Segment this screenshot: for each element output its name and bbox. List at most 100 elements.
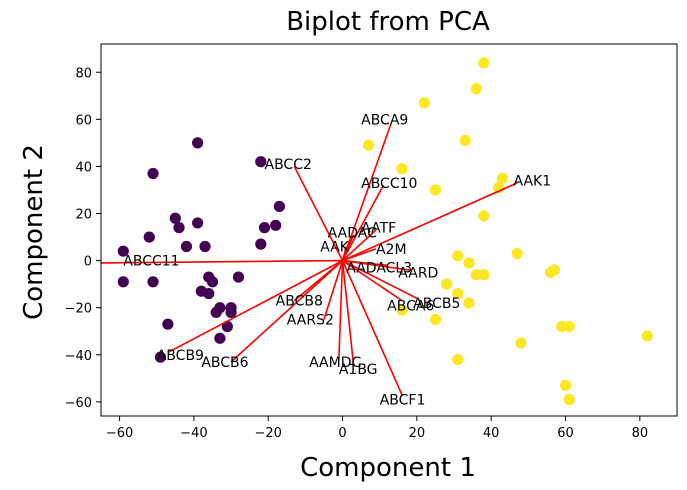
- data-point-cluster0: [199, 240, 211, 253]
- data-point-cluster1: [548, 264, 560, 276]
- loading-vector: [342, 259, 418, 299]
- loading-label: ABCC11: [123, 254, 179, 270]
- loading-vector: [341, 260, 403, 396]
- y-tick-label: 80: [75, 66, 92, 81]
- data-point-cluster1: [418, 97, 430, 109]
- loading-vector: [293, 166, 344, 261]
- loading-label: ABCA9: [361, 112, 408, 128]
- data-point-cluster0: [154, 351, 167, 363]
- x-tick-label: 80: [632, 426, 649, 441]
- data-point-cluster0: [147, 167, 159, 180]
- data-point-cluster1: [459, 134, 471, 147]
- data-point-cluster1: [511, 247, 523, 260]
- loading-label: AAK: [320, 239, 350, 255]
- loading-label: ABCA6: [387, 298, 434, 314]
- data-point-cluster0: [225, 306, 237, 319]
- x-tick-label: 40: [483, 426, 500, 441]
- loading-vector: [338, 260, 344, 360]
- loading-vector: [100, 259, 343, 264]
- data-point-cluster1: [429, 184, 442, 196]
- data-point-cluster1: [463, 297, 475, 309]
- data-point-cluster0: [192, 217, 204, 229]
- loading-label: AARD: [398, 265, 438, 281]
- loading-label: ABCB5: [413, 296, 460, 312]
- loading-vector: [293, 259, 344, 302]
- loading-vector: [342, 248, 377, 262]
- loading-label: ABCC2: [265, 157, 312, 173]
- data-point-cluster0: [147, 276, 159, 288]
- x-tick-label: −20: [255, 426, 282, 441]
- data-point-cluster0: [270, 219, 282, 231]
- data-point-cluster0: [173, 222, 185, 234]
- y-tick-label: 60: [75, 113, 92, 128]
- y-tick-label: 0: [84, 255, 92, 270]
- y-axis-ticks: −60 −40 −20 0 20 40 60 80: [65, 66, 101, 411]
- data-point-cluster1: [396, 163, 408, 175]
- loading-vector: [230, 260, 344, 363]
- y-tick-label: −60: [65, 396, 92, 411]
- y-tick-label: 40: [75, 160, 92, 175]
- data-point-cluster1: [463, 257, 475, 269]
- data-point-cluster0: [203, 287, 215, 300]
- loading-vector: [167, 259, 343, 354]
- x-tick-label: −60: [106, 426, 133, 441]
- data-point-cluster0: [214, 302, 226, 314]
- x-axis-ticks: −60 −40 −20 0 20 40 60 80: [106, 416, 648, 441]
- data-point-cluster1: [563, 393, 575, 406]
- data-point-cluster1: [441, 278, 453, 290]
- data-point-cluster1: [452, 250, 464, 262]
- data-point-cluster0: [206, 276, 219, 288]
- data-point-cluster0: [192, 137, 204, 149]
- loading-label: ABCF1: [380, 393, 426, 409]
- data-point-cluster0: [162, 318, 174, 330]
- data-point-cluster0: [214, 332, 226, 344]
- loading-vector: [342, 259, 403, 302]
- data-point-cluster0: [273, 200, 285, 213]
- loading-label: AATF: [361, 221, 396, 237]
- loading-vector: [342, 229, 377, 262]
- loading-vector: [341, 184, 385, 261]
- data-point-cluster1: [429, 313, 442, 326]
- loading-vector: [341, 123, 392, 261]
- loading-vector: [323, 260, 344, 320]
- loading-vector: [342, 182, 518, 262]
- data-point-cluster1: [362, 139, 375, 151]
- x-tick-label: 20: [409, 426, 426, 441]
- data-point-cluster1: [559, 379, 572, 391]
- data-point-cluster1: [478, 57, 490, 69]
- data-point-cluster1: [515, 337, 527, 349]
- x-axis-label: Component 1: [300, 453, 476, 483]
- data-point-cluster0: [180, 240, 193, 253]
- data-point-cluster1: [641, 330, 653, 342]
- y-tick-label: −20: [65, 302, 92, 317]
- loading-label: AAK1: [513, 174, 551, 190]
- loading-label: ABCB9: [157, 348, 204, 364]
- x-tick-label: 60: [557, 426, 574, 441]
- loading-vector: [341, 246, 348, 261]
- chart-title: Biplot from PCA: [286, 7, 490, 37]
- plot-frame: [100, 43, 678, 417]
- data-point-cluster1: [470, 83, 482, 95]
- data-point-cluster1: [563, 320, 575, 333]
- data-point-cluster0: [117, 276, 129, 288]
- loading-label: ABCC10: [361, 176, 417, 192]
- data-point-cluster0: [117, 245, 129, 257]
- y-tick-label: −40: [65, 349, 92, 364]
- data-point-cluster0: [258, 222, 271, 234]
- data-point-cluster1: [496, 172, 508, 184]
- data-point-cluster0: [169, 212, 181, 224]
- data-point-cluster1: [396, 304, 408, 316]
- data-point-cluster0: [143, 231, 155, 243]
- data-point-cluster1: [478, 269, 490, 281]
- y-axis-label: Component 2: [19, 144, 49, 320]
- loading-vector: [342, 259, 410, 271]
- loading-vector: [341, 260, 355, 367]
- x-tick-label: −40: [180, 426, 207, 441]
- loading-label: AADAC: [328, 225, 377, 241]
- loading-label: A1BG: [339, 362, 378, 378]
- loading-label: AARS2: [287, 312, 334, 328]
- loading-label: AADACL3: [346, 261, 412, 277]
- data-point-cluster0: [255, 238, 267, 250]
